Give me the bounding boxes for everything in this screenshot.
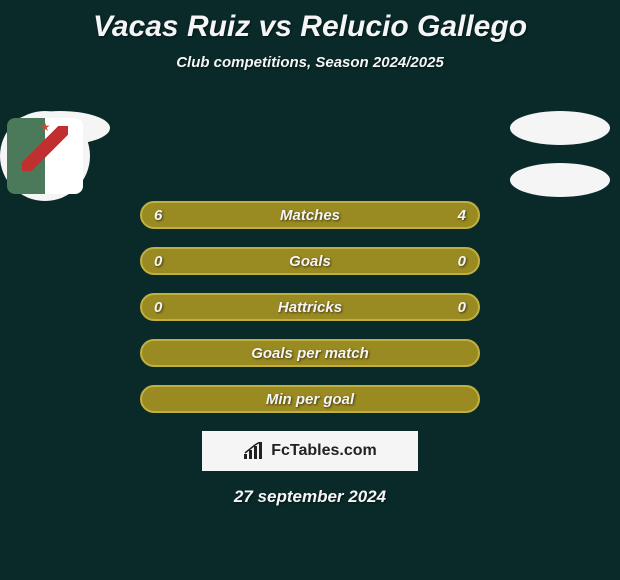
stat-row-min-per-goal: Min per goal — [140, 385, 480, 413]
stat-row-goals-per-match: Goals per match — [140, 339, 480, 367]
brand-text: FcTables.com — [271, 442, 377, 460]
brand-footer: FcTables.com — [202, 431, 418, 471]
club-badge-icon: ★ — [7, 118, 83, 194]
page-subtitle: Club competitions, Season 2024/2025 — [0, 54, 620, 71]
stats-bars: 6 Matches 4 0 Goals 0 0 Hattricks 0 Goal… — [140, 201, 480, 413]
stat-right-value: 0 — [458, 253, 466, 270]
stat-row-goals: 0 Goals 0 — [140, 247, 480, 275]
stat-label: Hattricks — [278, 299, 342, 316]
player-right-club-placeholder — [510, 163, 610, 197]
comparison-container: ★ 6 Matches 4 0 Goals 0 0 Hattricks 0 Go… — [0, 111, 620, 507]
player-left-club-badge: ★ — [0, 111, 90, 201]
bar-chart-icon — [243, 442, 265, 460]
page-title: Vacas Ruiz vs Relucio Gallego — [0, 0, 620, 44]
stat-label: Min per goal — [266, 391, 354, 408]
player-right-avatar-placeholder — [510, 111, 610, 145]
stat-left-value: 0 — [154, 299, 162, 316]
stat-label: Matches — [280, 207, 340, 224]
stat-right-value: 4 — [458, 207, 466, 224]
stat-row-matches: 6 Matches 4 — [140, 201, 480, 229]
stat-right-value: 0 — [458, 299, 466, 316]
stat-row-hattricks: 0 Hattricks 0 — [140, 293, 480, 321]
stat-left-value: 6 — [154, 207, 162, 224]
stat-label: Goals — [289, 253, 331, 270]
snapshot-date: 27 september 2024 — [0, 487, 620, 507]
stat-left-value: 0 — [154, 253, 162, 270]
stat-label: Goals per match — [251, 345, 369, 362]
